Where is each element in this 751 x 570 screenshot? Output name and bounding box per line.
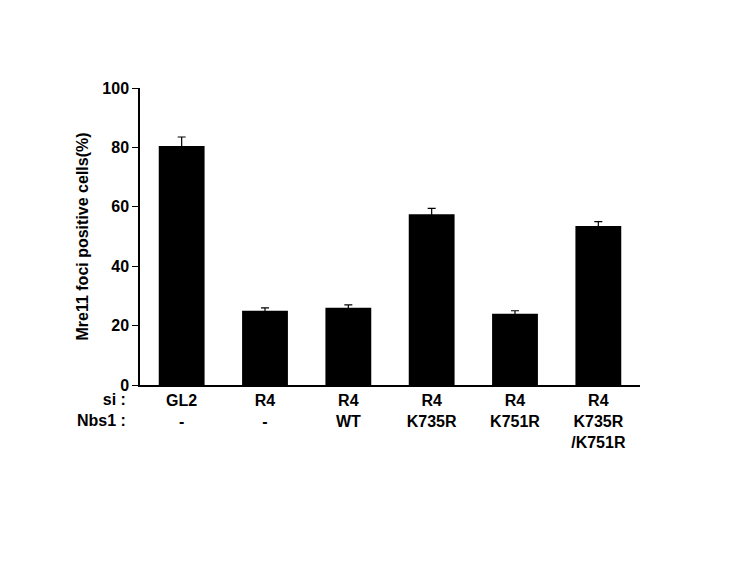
svg-text:R4-: R4- (255, 392, 276, 430)
svg-text:0: 0 (120, 377, 129, 394)
svg-text:R4K751R: R4K751R (490, 392, 540, 430)
svg-text:20: 20 (111, 317, 129, 334)
svg-text:R4K735R: R4K735R (407, 392, 457, 430)
svg-text:Mre11 foci positive cells(%): Mre11 foci positive cells(%) (74, 132, 91, 340)
svg-text:R4K735R/K751R: R4K735R/K751R (571, 392, 626, 451)
svg-text:100: 100 (102, 80, 129, 97)
svg-text:80: 80 (111, 139, 129, 156)
svg-text:si :Nbs1 :: si :Nbs1 : (77, 391, 126, 429)
svg-text:40: 40 (111, 258, 129, 275)
svg-text:60: 60 (111, 198, 129, 215)
svg-text:R4WT: R4WT (336, 392, 361, 430)
svg-text:GL2-: GL2- (166, 392, 197, 430)
